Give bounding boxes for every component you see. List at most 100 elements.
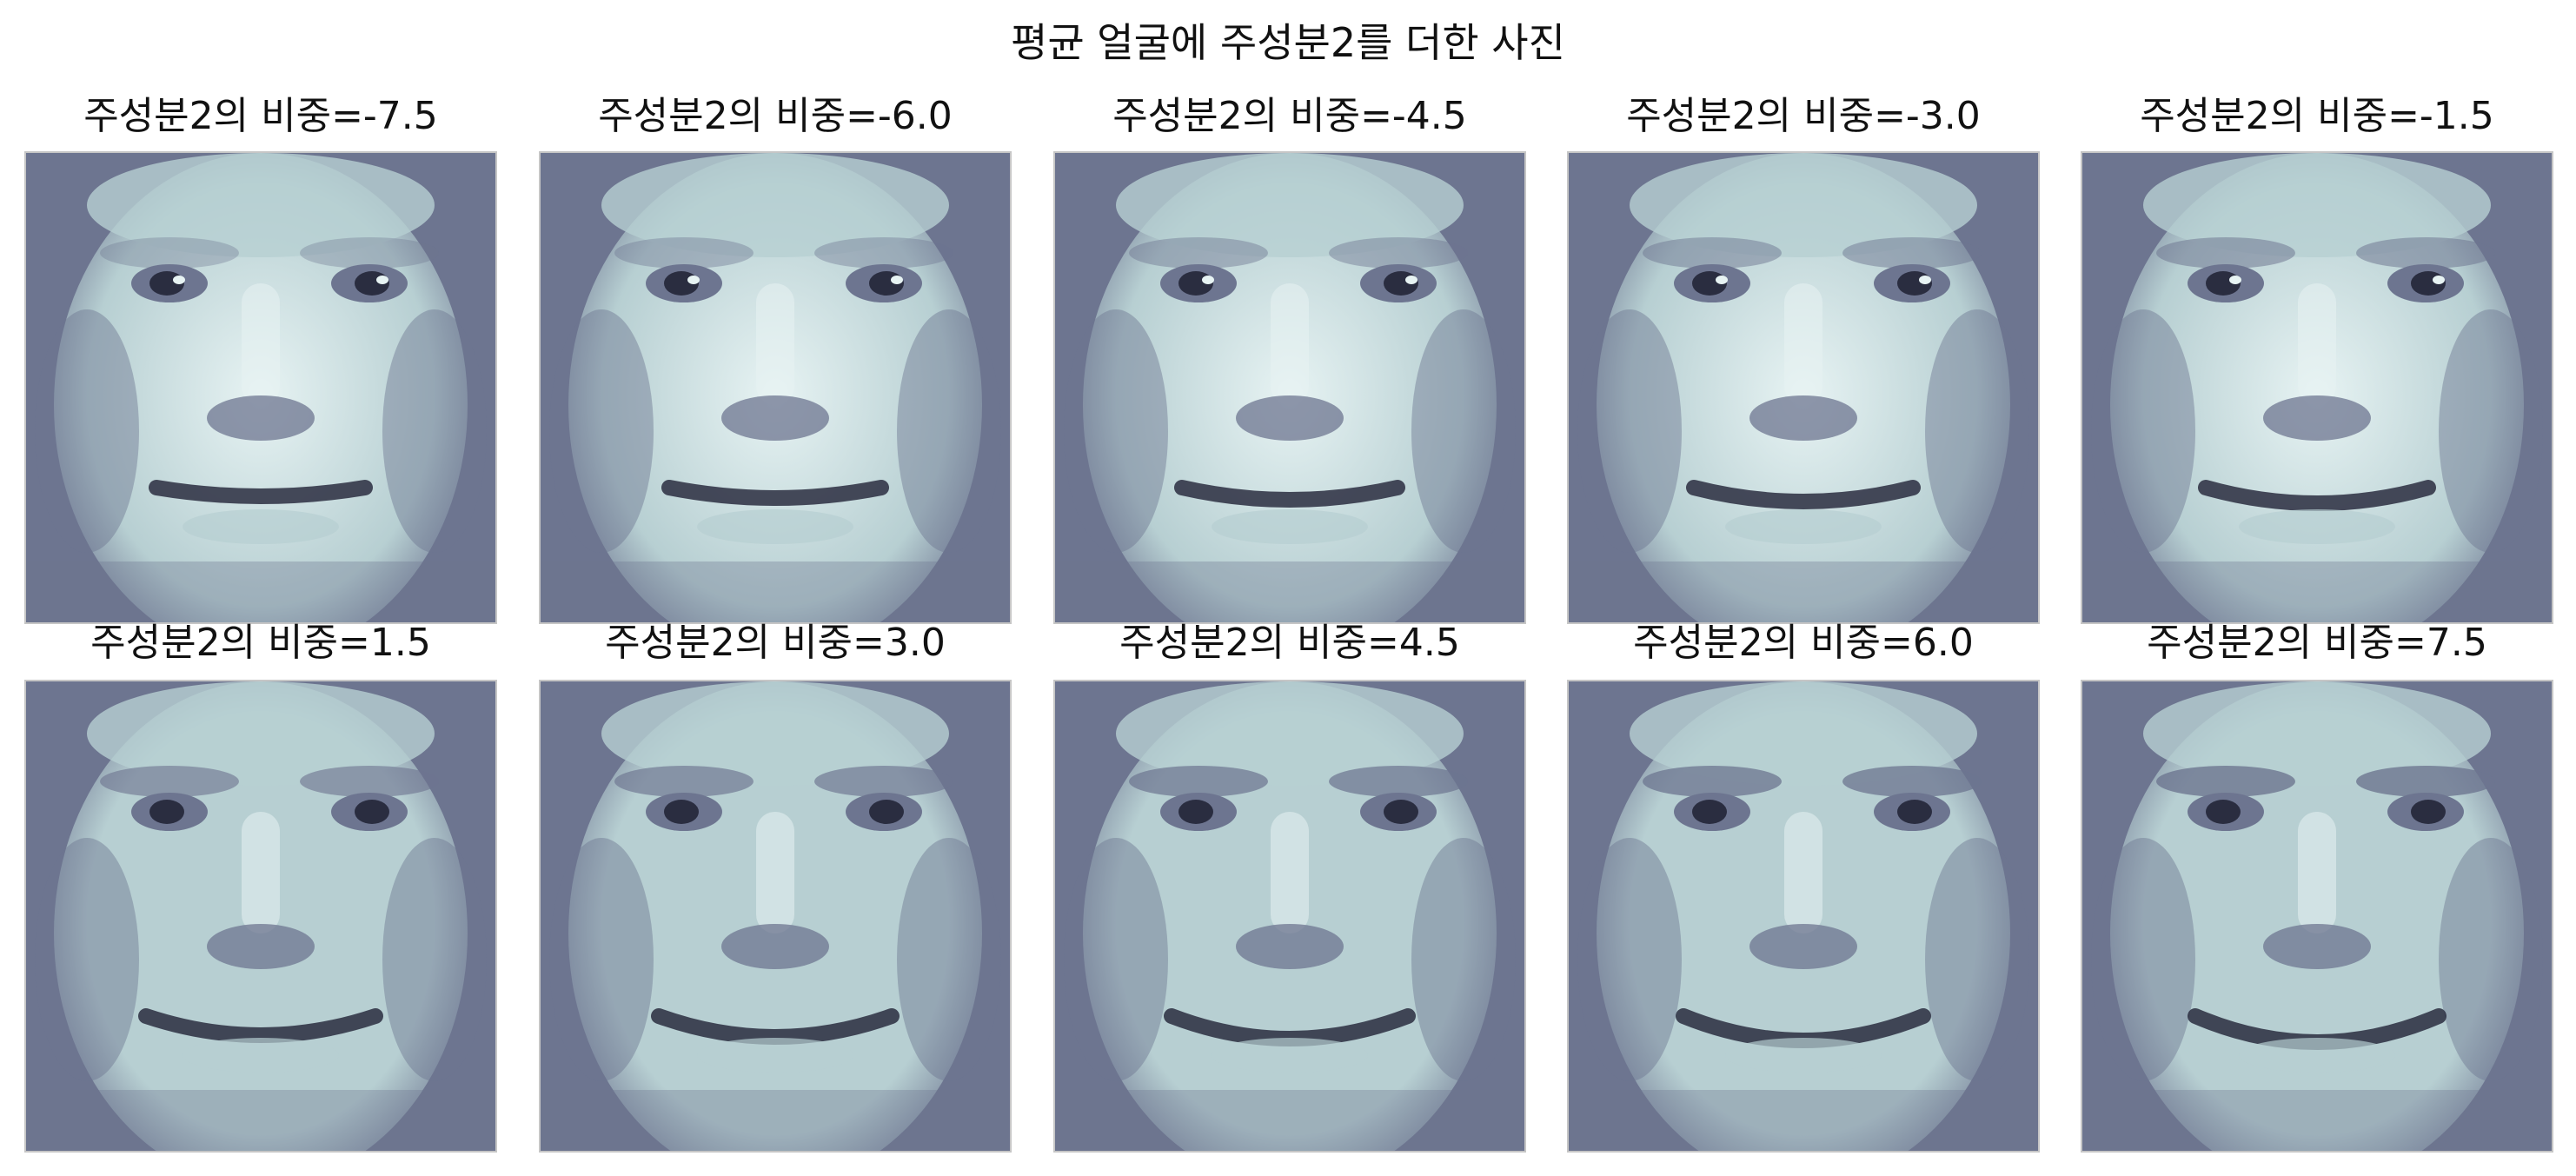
left-cheek-shadow [1577,309,1682,553]
nose-tip [1749,924,1857,969]
neck-shadow [26,561,495,622]
left-pupil [1178,800,1213,824]
figure-suptitle: 평균 얼굴에 주성분2를 더한 사진 [1011,19,1565,66]
nose-bridge [756,283,794,405]
nose-tip [1749,395,1857,441]
neck-shadow [2082,1090,2552,1151]
face-image [1567,680,2040,1153]
left-pupil [664,800,699,824]
forehead-highlight [1630,681,1977,786]
right-pupil [1897,800,1932,824]
forehead-highlight [2143,681,2491,786]
left-cheek-shadow [1064,838,1168,1081]
left-cheek-shadow [2091,309,2195,553]
left-cheek-shadow [35,838,139,1081]
right-eyebrow [2356,766,2495,797]
right-eyebrow [1842,766,1982,797]
chin-highlight [183,1038,339,1073]
face-image [539,151,1012,624]
panel-title: 주성분2의 비중=-4.5 [1112,94,1467,138]
nose-bridge [1784,812,1822,933]
mouth [149,480,373,504]
right-cheek-shadow [897,838,1001,1081]
left-eye-glint [687,276,700,284]
left-eye-glint [1716,276,1728,284]
face-image [539,680,1012,1153]
nose-bridge [1784,283,1822,405]
left-eye-glint [173,276,185,284]
face-svg [2082,153,2552,622]
mouth [1174,480,1405,508]
right-cheek-shadow [1925,838,2029,1081]
nose-tip [2263,924,2371,969]
right-eye-glint [376,276,388,284]
face-svg [1055,681,1524,1151]
nose-bridge [1271,812,1309,933]
right-cheek-shadow [382,838,487,1081]
right-eye-glint [891,276,903,284]
panel-title: 주성분2의 비중=6.0 [1633,621,1974,665]
right-eyebrow [300,766,439,797]
chin-highlight [1725,1038,1882,1073]
right-cheek-shadow [2439,838,2543,1081]
right-pupil [355,800,389,824]
neck-shadow [541,1090,1010,1151]
face-svg [1569,153,2038,622]
forehead-highlight [1630,153,1977,257]
forehead-highlight [2143,153,2491,257]
face-svg [26,153,495,622]
nose-tip [207,924,315,969]
panel-title: 주성분2의 비중=-7.5 [83,94,438,138]
nose-tip [1236,395,1344,441]
left-eyebrow [1129,237,1268,269]
panel-title: 주성분2의 비중=1.5 [90,621,431,665]
face-image [1053,680,1526,1153]
right-eyebrow [1329,237,1468,269]
right-cheek-shadow [2439,309,2543,553]
chin-highlight [697,1038,853,1073]
mouth [1686,480,1921,509]
face-image [2081,680,2553,1153]
nose-bridge [756,812,794,933]
right-eyebrow [814,237,953,269]
nose-bridge [2298,812,2336,933]
forehead-highlight [601,681,949,786]
face-svg [541,681,1010,1151]
left-pupil [149,800,184,824]
forehead-highlight [1116,681,1464,786]
panel-title: 주성분2의 비중=-6.0 [598,94,953,138]
neck-shadow [2082,561,2552,622]
right-eyebrow [300,237,439,269]
right-pupil [1384,800,1418,824]
left-cheek-shadow [1064,309,1168,553]
left-cheek-shadow [35,309,139,553]
forehead-highlight [87,681,435,786]
neck-shadow [1055,1090,1524,1151]
face-svg [2082,681,2552,1151]
left-eyebrow [100,766,239,797]
right-cheek-shadow [1411,309,1516,553]
forehead-highlight [601,153,949,257]
left-eye-glint [1202,276,1214,284]
face-image [24,680,497,1153]
chin-highlight [1212,1038,1368,1073]
left-eyebrow [614,237,754,269]
left-cheek-shadow [549,309,654,553]
nose-bridge [242,812,280,933]
left-eyebrow [614,766,754,797]
nose-bridge [1271,283,1309,405]
right-cheek-shadow [897,309,1001,553]
right-pupil [2411,800,2446,824]
face-image [1053,151,1526,624]
mouth [661,480,889,506]
neck-shadow [541,561,1010,622]
panel-title: 주성분2의 비중=3.0 [605,621,946,665]
face-svg [1055,153,1524,622]
face-svg [1569,681,2038,1151]
chin-highlight [697,509,853,544]
left-cheek-shadow [2091,838,2195,1081]
neck-shadow [26,1090,495,1151]
panel-title: 주성분2의 비중=-3.0 [1626,94,1981,138]
nose-tip [721,924,829,969]
nose-bridge [2298,283,2336,405]
